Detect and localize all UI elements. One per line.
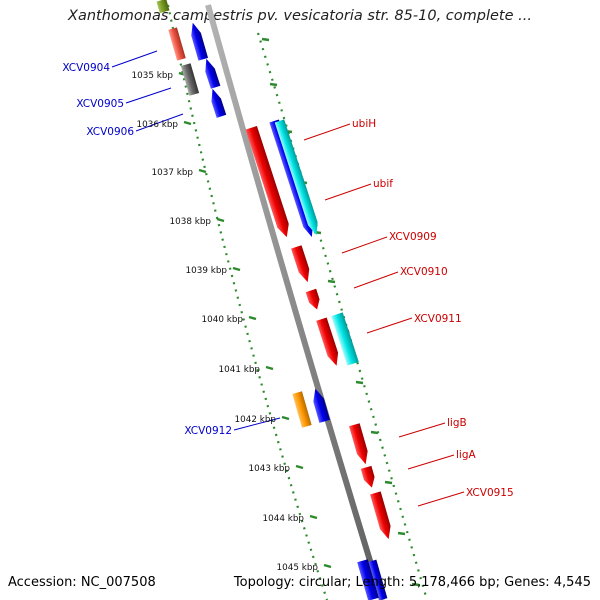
gene-label-leader — [407, 454, 455, 470]
gene-XCV0906[interactable] — [208, 87, 227, 118]
gene-label-leader — [303, 123, 351, 141]
scale-label: 1035 kbp — [132, 71, 174, 81]
gene-label-leader — [417, 491, 465, 507]
outer-scale-tick — [327, 279, 336, 284]
gene-label-leader — [398, 422, 446, 438]
gene-XCV0911[interactable] — [331, 312, 359, 366]
scale-label: 1041 kbp — [219, 365, 261, 375]
outer-scale-tick — [397, 531, 406, 536]
gene-feature[interactable] — [316, 317, 342, 367]
gene-label-leader — [233, 417, 281, 431]
gene-labels: XCV0904 XCV0905 XCV0906 XCV0912 ubiH ubif XCV0… — [62, 50, 514, 507]
inner-scale-tick — [198, 168, 207, 174]
inner-scale-tick — [183, 120, 192, 126]
inner-scale-tick — [323, 563, 332, 569]
scale-label: 1037 kbp — [152, 168, 194, 178]
gene-feature[interactable] — [269, 119, 316, 238]
gene-feature[interactable] — [357, 559, 379, 600]
gene-label-leader — [125, 87, 172, 104]
inner-scale-tick — [281, 415, 290, 421]
gene-label-reverse[interactable]: ubif — [373, 178, 393, 190]
gene-label-reverse[interactable]: ubiH — [352, 118, 376, 130]
outer-scale-tick — [269, 82, 278, 87]
outer-scale-track — [256, 32, 429, 600]
gene-label-leader — [135, 113, 184, 132]
scale-label: 1040 kbp — [202, 315, 244, 325]
gene-ubiH[interactable] — [245, 125, 293, 239]
gene-ligA[interactable] — [360, 465, 377, 489]
gene-feature[interactable] — [168, 27, 186, 61]
gene-label-reverse[interactable]: ligA — [456, 449, 476, 461]
scale-label: 1036 kbp — [137, 120, 179, 130]
outer-scale-tick — [384, 480, 393, 485]
scale-labels: 1035 kbp 1036 kbp 1037 kbp 1038 kbp 1039 kbp… — [132, 71, 319, 573]
gene-ligB[interactable] — [349, 423, 371, 465]
map-title: Xanthomonas campestris pv. vesicatoria s… — [68, 8, 532, 24]
outer-scale-tick — [261, 37, 270, 42]
gene-feature[interactable] — [156, 0, 170, 14]
gene-label-reverse[interactable]: XCV0911 — [414, 313, 462, 325]
scale-ticks — [178, 37, 420, 587]
gene-feature[interactable] — [202, 57, 221, 89]
accession-text: Accession: NC_007508 — [8, 575, 156, 590]
gene-label-leader — [366, 317, 413, 334]
gene-label-leader — [353, 271, 399, 289]
gene-label-forward[interactable]: XCV0912 — [184, 425, 232, 437]
gene-XCV0909[interactable] — [291, 245, 313, 284]
gene-ubif[interactable] — [274, 119, 322, 236]
outer-scale-tick — [355, 380, 364, 385]
gene-feature[interactable] — [292, 391, 312, 428]
inner-scale-tick — [295, 464, 304, 470]
gene-features — [156, 0, 394, 600]
gene-feature[interactable] — [368, 559, 388, 600]
gene-label-leader — [324, 183, 372, 201]
outer-scale-tick — [370, 430, 379, 435]
inner-scale-tick — [265, 365, 274, 371]
scale-label: 1042 kbp — [235, 415, 277, 425]
outer-scale-tick — [411, 582, 420, 587]
gene-label-forward[interactable]: XCV0905 — [76, 98, 124, 110]
genome-summary-text: Topology: circular; Length: 5,178,466 bp… — [233, 575, 591, 590]
gene-label-reverse[interactable]: XCV0909 — [389, 231, 437, 243]
scale-label: 1043 kbp — [249, 464, 291, 474]
inner-scale-tick — [232, 266, 241, 272]
inner-scale-tick — [309, 514, 318, 520]
gene-label-reverse[interactable]: ligB — [447, 417, 467, 429]
scale-label: 1045 kbp — [277, 563, 319, 573]
gene-label-reverse[interactable]: XCV0910 — [400, 266, 448, 278]
gene-XCV0912[interactable] — [310, 387, 330, 423]
gene-XCV0904[interactable] — [188, 21, 209, 61]
scale-label: 1044 kbp — [263, 514, 305, 524]
scale-label: 1039 kbp — [186, 266, 228, 276]
gene-label-reverse[interactable]: XCV0915 — [466, 487, 514, 499]
gene-label-leader — [111, 50, 158, 68]
gene-XCV0905[interactable] — [180, 63, 200, 96]
gene-XCV0910[interactable] — [305, 288, 323, 311]
genome-backbone — [205, 4, 385, 600]
gene-label-forward[interactable]: XCV0904 — [62, 62, 110, 74]
inner-scale-tick — [216, 217, 225, 223]
inner-scale-tick — [248, 315, 257, 321]
gene-XCV0915[interactable] — [370, 491, 394, 540]
scale-label: 1038 kbp — [170, 217, 212, 227]
gene-label-forward[interactable]: XCV0906 — [86, 126, 134, 138]
gene-label-leader — [341, 236, 388, 254]
